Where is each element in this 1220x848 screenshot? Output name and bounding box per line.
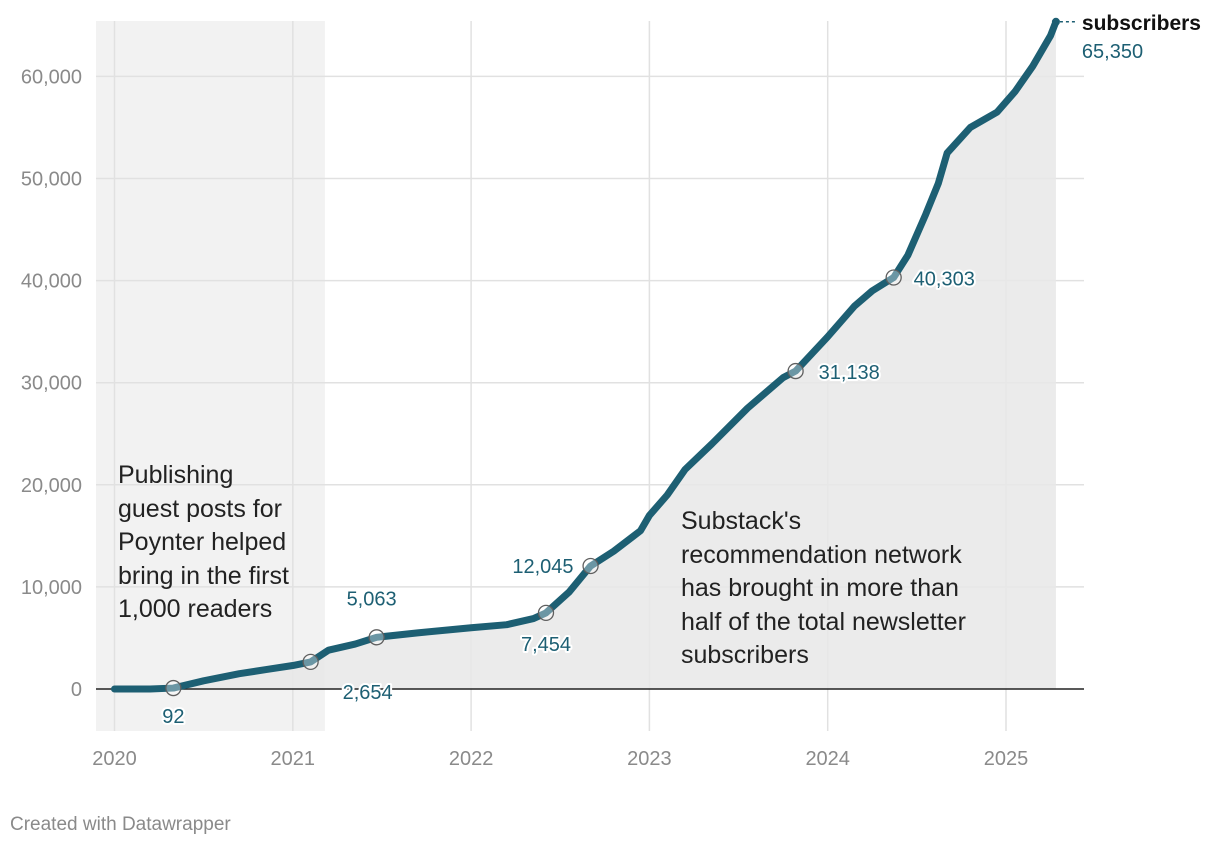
annotation-line: Substack's (681, 507, 801, 535)
annotation-line: half of the total newsletter (681, 608, 966, 636)
highlight-point-marker (165, 679, 182, 697)
x-tick-label: 2022 (449, 748, 494, 770)
series-name-label: subscribers (1082, 12, 1201, 35)
y-tick-label: 10,000 (21, 577, 82, 599)
data-label: 92 (162, 706, 184, 728)
x-tick-label: 2020 (92, 748, 137, 770)
highlight-bands (96, 21, 325, 731)
data-label: 7,454 (521, 634, 571, 656)
area-fill (114, 21, 1056, 690)
credit-footer: Created with Datawrapper (10, 814, 231, 835)
y-tick-label: 30,000 (21, 373, 82, 395)
subscriber-growth-chart: 92 2,654 5,063 7,454 12,045 31,138 40,303 0 10,… (21, 12, 1201, 770)
annotation-substack: Substack's recommendation network has br… (681, 507, 973, 669)
annotation-line: bring in the first (118, 562, 289, 590)
y-tick-label: 40,000 (21, 271, 82, 293)
x-tick-label: 2021 (271, 748, 316, 770)
series-end-point (1051, 17, 1060, 26)
area-layer (114, 21, 1056, 690)
annotation-poynter: Publishing guest posts for Poynter helpe… (118, 461, 296, 623)
x-tick-label: 2024 (805, 748, 850, 770)
highlight-band-poynter (96, 21, 325, 731)
end-label: subscribers 65,350 (1051, 12, 1201, 63)
y-tick-label: 50,000 (21, 169, 82, 191)
data-label: 40,303 (914, 269, 975, 291)
series-end-value: 65,350 (1082, 41, 1143, 63)
annotation-line: 1,000 readers (118, 595, 272, 623)
y-tick-label: 20,000 (21, 475, 82, 497)
highlight-point-marker (582, 557, 599, 575)
y-tick-label: 0 (71, 679, 82, 701)
x-tick-label: 2025 (984, 748, 1029, 770)
annotation-line: subscribers (681, 641, 809, 669)
highlight-point-marker (302, 653, 319, 671)
annotation-line: guest posts for (118, 495, 282, 523)
highlight-point-marker (787, 362, 804, 380)
annotations: Publishing guest posts for Poynter helpe… (118, 461, 973, 669)
x-tick-label: 2023 (627, 748, 672, 770)
series-line-subscribers (111, 18, 1060, 693)
highlighted-points: 92 2,654 5,063 7,454 12,045 31,138 40,303 (160, 267, 977, 731)
data-label: 2,654 (343, 682, 393, 704)
x-axis: 2020 2021 2022 2023 2024 2025 (92, 748, 1028, 770)
annotation-line: Poynter helped (118, 528, 286, 556)
data-label: 31,138 (819, 362, 880, 384)
y-axis: 0 10,000 20,000 30,000 40,000 50,000 60,000 (21, 66, 82, 701)
y-tick-label: 60,000 (21, 66, 82, 88)
annotation-line: has brought in more than (681, 574, 959, 602)
annotation-line: Publishing (118, 461, 233, 489)
data-label: 5,063 (347, 588, 397, 610)
line-layer (111, 18, 1060, 693)
highlight-point-marker (537, 604, 555, 622)
highlight-point-marker (885, 269, 902, 286)
data-label: 12,045 (512, 556, 573, 578)
annotation-line: recommendation network (681, 541, 962, 569)
highlight-point-marker (368, 629, 385, 646)
